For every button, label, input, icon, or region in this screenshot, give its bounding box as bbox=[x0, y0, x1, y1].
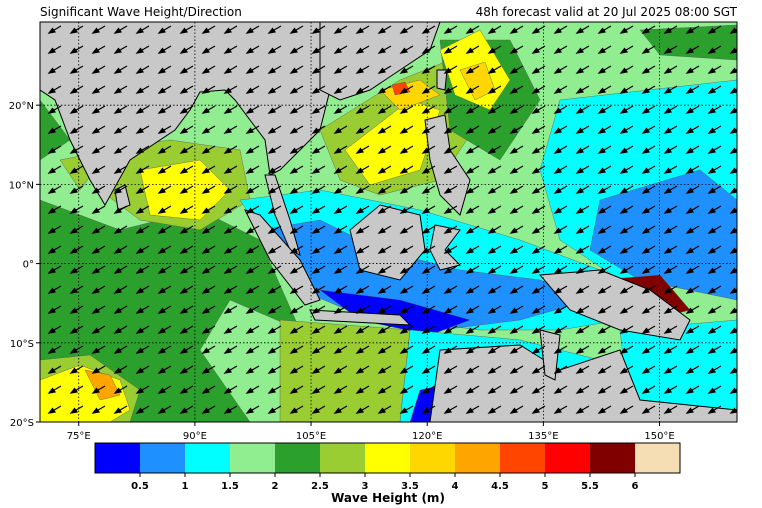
colorbar-tick-label: 3.5 bbox=[401, 481, 419, 492]
colorbar-swatch bbox=[140, 443, 186, 473]
colorbar-tick-label: 4.5 bbox=[491, 481, 509, 492]
y-tick-label: 0° bbox=[23, 260, 34, 271]
colorbar-swatch bbox=[95, 443, 141, 473]
x-tick-label: 135°E bbox=[528, 431, 558, 442]
map-field bbox=[40, 22, 737, 422]
x-tick-label: 120°E bbox=[412, 431, 442, 442]
colorbar-swatch bbox=[365, 443, 411, 473]
graticule bbox=[40, 22, 737, 422]
y-tick-label: 20°S bbox=[10, 418, 34, 429]
y-tick-label: 10°N bbox=[9, 180, 34, 191]
map-frame bbox=[39, 21, 738, 423]
wave-direction-arrows bbox=[40, 22, 737, 422]
colorbar-tick-label: 2 bbox=[272, 481, 279, 492]
colorbar-swatch bbox=[275, 443, 321, 473]
colorbar-swatch bbox=[500, 443, 546, 473]
colorbar-frame bbox=[94, 442, 681, 474]
colorbar-tick-label: 0.5 bbox=[131, 481, 149, 492]
subtitle: 48h forecast valid at 20 Jul 2025 08:00 … bbox=[476, 5, 738, 19]
title: Significant Wave Height/Direction bbox=[40, 5, 242, 19]
colorbar-swatch bbox=[590, 443, 636, 473]
axes: 75°E 90°E 105°E 120°E 135°E 150°E 20°N 10°N 0° 10… bbox=[9, 101, 675, 442]
colorbar-swatch bbox=[185, 443, 231, 473]
colorbar: 0.5 1 1.5 2 2.5 3 3.5 4 4.5 5 5.5 6 bbox=[94, 442, 681, 492]
x-tick-label: 90°E bbox=[183, 431, 207, 442]
colorbar-tick-label: 5 bbox=[542, 481, 549, 492]
colorbar-swatch bbox=[545, 443, 591, 473]
colorbar-swatch bbox=[230, 443, 276, 473]
colorbar-swatch bbox=[320, 443, 366, 473]
x-tick-label: 150°E bbox=[644, 431, 674, 442]
y-tick-label: 20°N bbox=[9, 101, 34, 112]
colorbar-swatch bbox=[635, 443, 681, 473]
colorbar-tick-label: 5.5 bbox=[581, 481, 599, 492]
x-tick-label: 75°E bbox=[67, 431, 91, 442]
colorbar-tick-label: 1.5 bbox=[221, 481, 239, 492]
colorbar-swatch bbox=[455, 443, 501, 473]
y-tick-label: 10°S bbox=[10, 339, 34, 350]
colorbar-tick-label: 6 bbox=[632, 481, 639, 492]
colorbar-tick-label: 2.5 bbox=[311, 481, 329, 492]
colorbar-tick-label: 4 bbox=[452, 481, 459, 492]
colorbar-label: Wave Height (m) bbox=[331, 491, 445, 505]
colorbar-tick-label: 1 bbox=[182, 481, 189, 492]
colorbar-tick-label: 3 bbox=[362, 481, 369, 492]
x-tick-label: 105°E bbox=[296, 431, 326, 442]
colorbar-swatch bbox=[410, 443, 456, 473]
